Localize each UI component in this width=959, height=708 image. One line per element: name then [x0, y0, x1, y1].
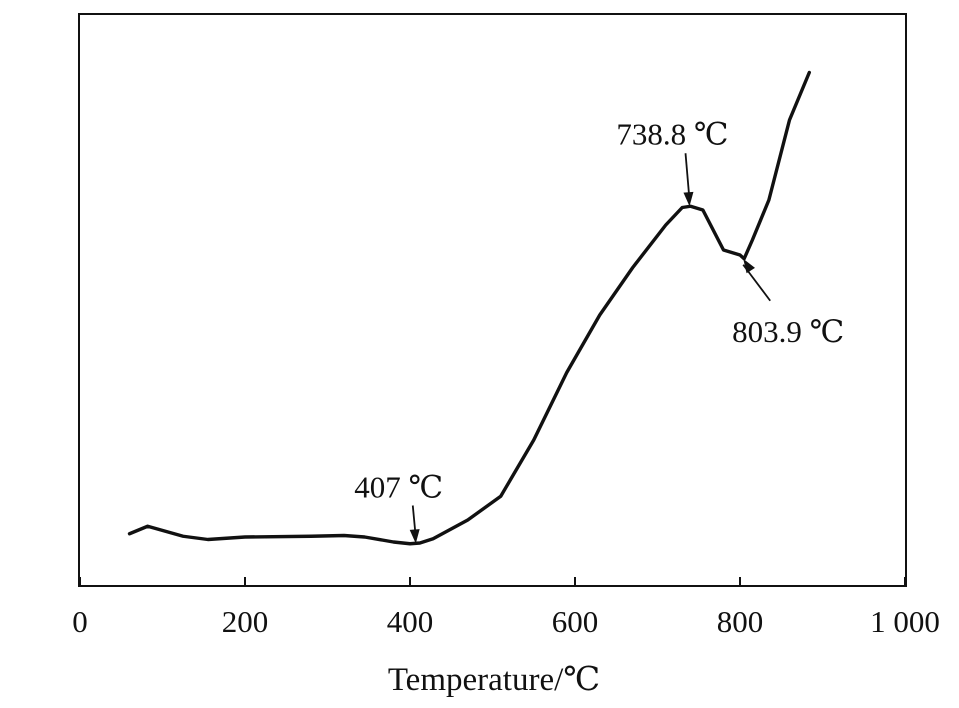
annotation-label: 803.9 ℃	[732, 314, 844, 349]
x-tick-labels: 0 200 400 600 800 1 000	[72, 604, 940, 639]
annotation-arrow-head	[683, 191, 694, 207]
x-tick-label: 600	[552, 604, 599, 639]
x-tick-label: 400	[387, 604, 434, 639]
data-line	[127, 70, 811, 546]
x-axis-label: Temperature/℃	[388, 662, 600, 698]
plot-frame	[78, 13, 907, 587]
x-tick-label: 0	[72, 604, 88, 639]
x-tick-label: 1 000	[870, 604, 940, 639]
annotation-arrow-head	[743, 258, 755, 274]
annotation-label: 738.8 ℃	[616, 116, 728, 151]
x-tick-label: 800	[717, 604, 764, 639]
annotation-arrow-head	[409, 529, 420, 544]
x-ticks	[79, 577, 906, 586]
x-tick-label: 200	[222, 604, 269, 639]
annotations: 407 ℃ 738.8 ℃ 803.9 ℃	[354, 116, 844, 544]
annotation-label: 407 ℃	[354, 470, 443, 505]
